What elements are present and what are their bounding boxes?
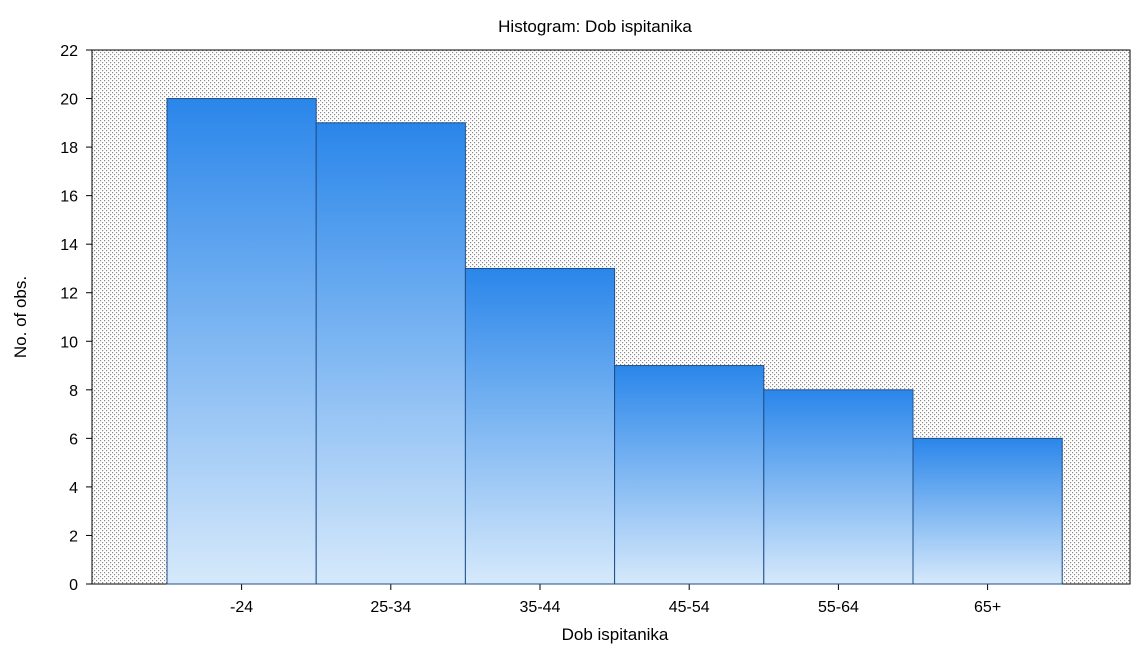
y-axis: 0 2 4 6 8 10 12 14 16 18 20 22: [60, 43, 92, 594]
y-tick-label: 10: [60, 334, 78, 351]
x-tick-label: -24: [230, 599, 253, 616]
x-tick-label: 55-64: [818, 599, 859, 616]
y-tick-label: 8: [69, 383, 78, 400]
y-tick-label: 16: [60, 189, 78, 206]
bar--24: [166, 98, 317, 585]
y-tick-label: 12: [60, 286, 78, 303]
y-axis-title: No. of obs.: [11, 276, 30, 358]
x-tick-label: 35-44: [520, 599, 561, 616]
x-axis-title: Dob ispitanika: [562, 625, 669, 644]
y-tick-label: 22: [60, 43, 78, 60]
bar-65+: [912, 437, 1063, 585]
x-tick-label: 45-54: [669, 599, 710, 616]
x-tick-label: 65+: [974, 599, 1001, 616]
bar-25-34: [315, 122, 466, 585]
y-tick-label: 2: [69, 528, 78, 545]
y-tick-label: 20: [60, 92, 78, 109]
y-tick-label: 14: [60, 237, 78, 254]
chart-title: Histogram: Dob ispitanika: [498, 17, 692, 36]
y-tick-label: 4: [69, 480, 78, 497]
y-tick-label: 6: [69, 431, 78, 448]
bar-55-64: [763, 389, 914, 585]
y-tick-label: 18: [60, 140, 78, 157]
x-tick-label: 25-34: [370, 599, 411, 616]
y-tick-label: 0: [69, 577, 78, 594]
x-axis: -24 25-34 35-44 45-54 55-64 65+: [230, 584, 1001, 616]
bars: [166, 98, 1063, 585]
bar-35-44: [464, 267, 616, 585]
bar-45-54: [614, 365, 765, 585]
